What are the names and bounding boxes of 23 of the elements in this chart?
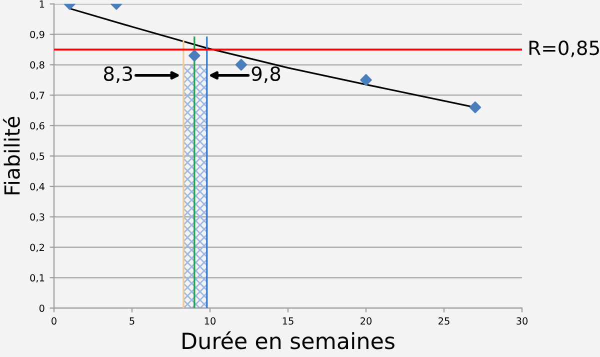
y-tick-label: 0,7 [30,92,44,100]
annotation: 9,8 [252,66,280,84]
x-axis-title: Durée en semaines [182,331,394,350]
y-tick-label: 0,2 [30,244,44,252]
ref-line-label: R=0,85 [529,40,599,58]
y-tick-label: 0 [39,304,44,312]
y-tick-label: 0,4 [30,182,44,192]
y-tick-label: 0,3 [30,213,44,222]
x-tick-label: 30 [516,317,528,325]
y-tick-label: 0,9 [30,30,44,40]
x-tick-label: 20 [360,317,372,325]
x-tick-label: 15 [282,317,294,325]
annotation: 8,3 [104,66,132,84]
x-tick-label: 10 [204,317,216,325]
y-tick-label: 0,5 [30,152,44,161]
y-axis-title: Fiabilité [2,116,20,194]
x-tick-label: 25 [438,317,450,325]
y-tick-label: 1 [40,0,44,8]
x-tick-label: 5 [130,317,134,325]
x-tick-label: 0 [52,317,56,325]
y-tick-label: 0,8 [30,61,44,70]
y-tick-label: 0,1 [30,274,44,282]
y-tick-label: 0,6 [30,122,44,130]
